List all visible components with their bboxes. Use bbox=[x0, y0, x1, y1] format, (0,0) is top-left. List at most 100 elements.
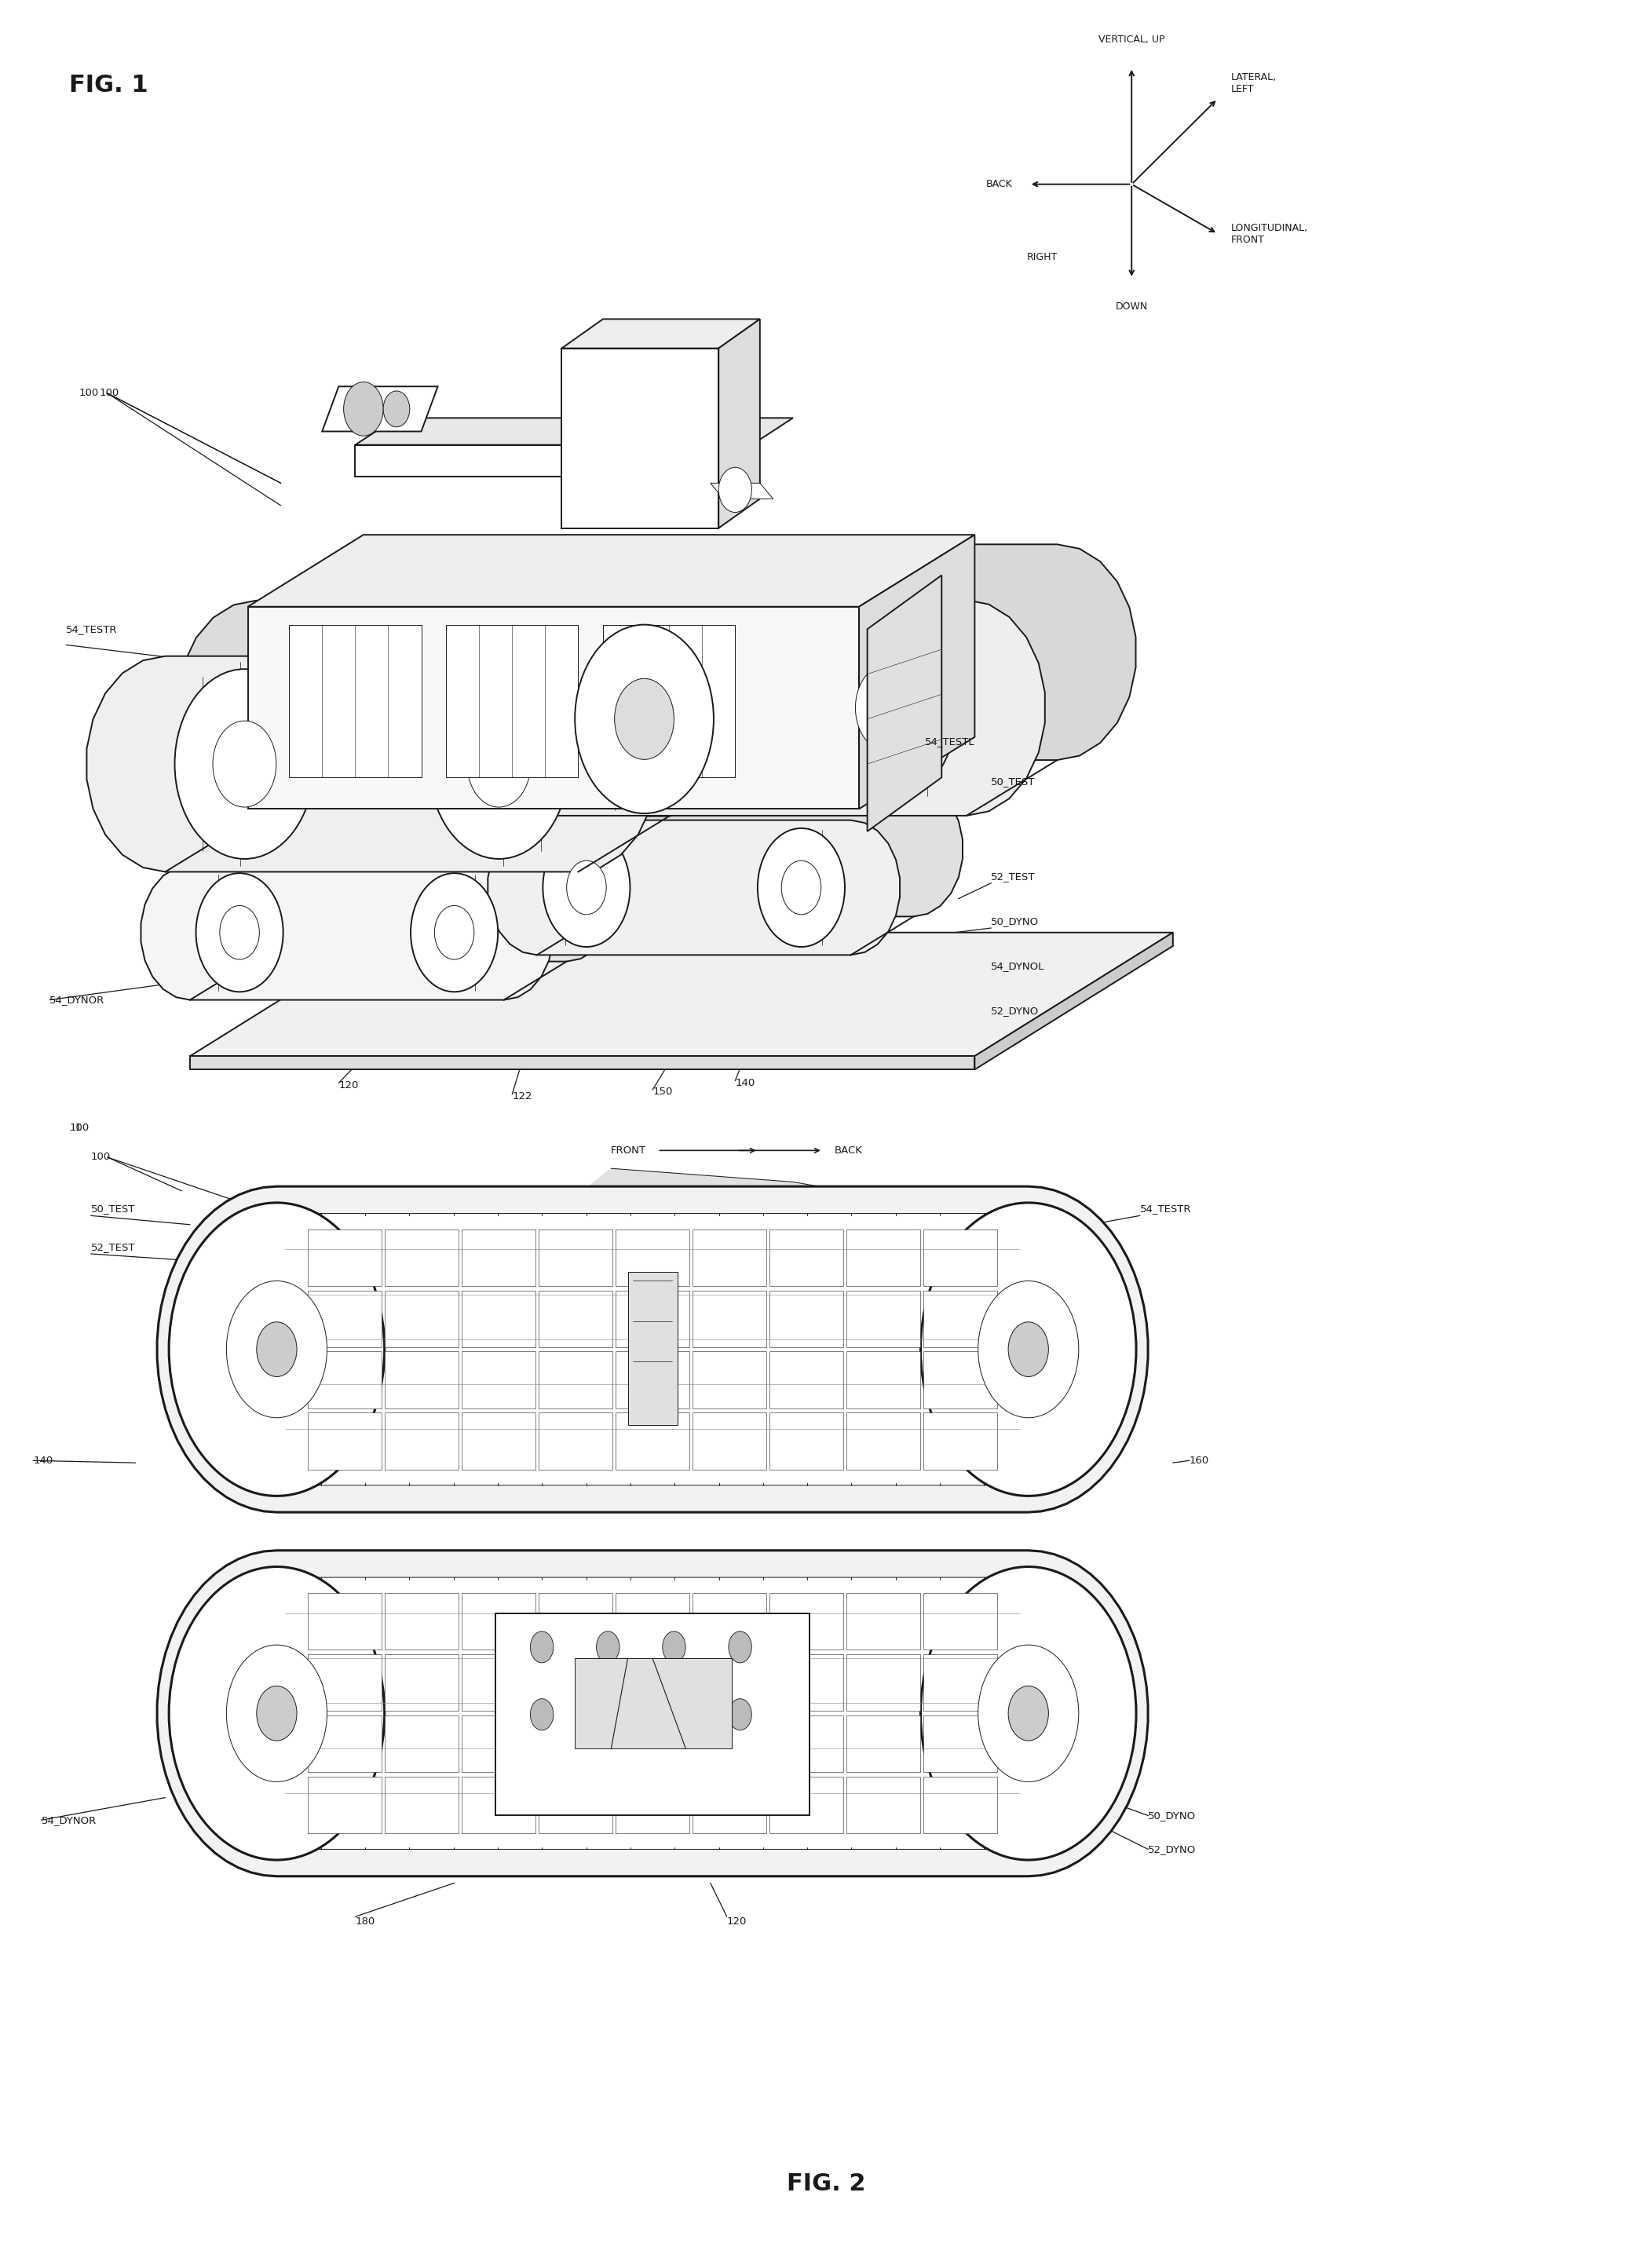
Polygon shape bbox=[355, 445, 752, 476]
Bar bbox=[770, 1654, 843, 1712]
Circle shape bbox=[719, 467, 752, 512]
Circle shape bbox=[220, 906, 259, 959]
Bar bbox=[770, 1777, 843, 1834]
Text: FIG. 2: FIG. 2 bbox=[786, 2173, 866, 2195]
Polygon shape bbox=[203, 827, 616, 962]
Text: BACK: BACK bbox=[834, 1146, 862, 1155]
Bar bbox=[385, 1413, 459, 1470]
Polygon shape bbox=[548, 544, 1137, 759]
Bar bbox=[770, 1353, 843, 1409]
Polygon shape bbox=[140, 865, 553, 1000]
Circle shape bbox=[434, 906, 474, 959]
Polygon shape bbox=[248, 535, 975, 607]
Bar bbox=[692, 1593, 767, 1649]
Polygon shape bbox=[867, 575, 942, 831]
Text: LONGITUDINAL,
FRONT: LONGITUDINAL, FRONT bbox=[1231, 222, 1308, 245]
Polygon shape bbox=[177, 1213, 1128, 1485]
Circle shape bbox=[818, 613, 957, 802]
Bar bbox=[539, 1413, 613, 1470]
Circle shape bbox=[468, 721, 530, 807]
Circle shape bbox=[1008, 1685, 1049, 1741]
Circle shape bbox=[662, 1631, 686, 1663]
Text: 160: 160 bbox=[1189, 1456, 1209, 1465]
Bar bbox=[923, 1290, 996, 1348]
Bar bbox=[539, 1290, 613, 1348]
Circle shape bbox=[585, 665, 648, 750]
Bar bbox=[385, 1353, 459, 1409]
Bar bbox=[307, 1290, 382, 1348]
Bar bbox=[616, 1353, 689, 1409]
Text: 52_DYNO: 52_DYNO bbox=[1148, 1845, 1196, 1854]
Bar bbox=[539, 1353, 613, 1409]
Circle shape bbox=[1008, 1321, 1049, 1377]
Text: 122: 122 bbox=[512, 1092, 532, 1101]
Bar bbox=[846, 1777, 920, 1834]
Text: 120: 120 bbox=[727, 1917, 747, 1926]
Bar bbox=[846, 1714, 920, 1773]
Circle shape bbox=[226, 1281, 327, 1418]
Bar bbox=[770, 1593, 843, 1649]
Bar bbox=[692, 1714, 767, 1773]
Circle shape bbox=[662, 1699, 686, 1730]
Bar bbox=[385, 1714, 459, 1773]
Bar bbox=[770, 1413, 843, 1470]
Bar bbox=[692, 1654, 767, 1712]
Circle shape bbox=[729, 1699, 752, 1730]
Bar bbox=[307, 1413, 382, 1470]
Polygon shape bbox=[859, 535, 975, 809]
Bar bbox=[616, 1777, 689, 1834]
Bar bbox=[446, 625, 578, 777]
Bar bbox=[463, 1654, 535, 1712]
Polygon shape bbox=[550, 782, 963, 917]
Circle shape bbox=[530, 1631, 553, 1663]
Text: 50_DYNO: 50_DYNO bbox=[1148, 1811, 1196, 1820]
Circle shape bbox=[544, 829, 629, 946]
Bar bbox=[616, 1714, 689, 1773]
Bar bbox=[385, 1229, 459, 1285]
Bar bbox=[616, 1229, 689, 1285]
Circle shape bbox=[781, 861, 821, 915]
Text: 52_DYNO: 52_DYNO bbox=[991, 1007, 1039, 1016]
Polygon shape bbox=[487, 820, 900, 955]
Circle shape bbox=[596, 1631, 620, 1663]
Text: 52_TEST: 52_TEST bbox=[991, 872, 1036, 881]
Bar bbox=[463, 1353, 535, 1409]
Text: 54_DYNOR: 54_DYNOR bbox=[41, 1816, 96, 1825]
Polygon shape bbox=[355, 418, 793, 445]
Circle shape bbox=[920, 1566, 1137, 1861]
Polygon shape bbox=[190, 1056, 975, 1070]
Circle shape bbox=[169, 1566, 385, 1861]
Circle shape bbox=[383, 391, 410, 427]
Circle shape bbox=[256, 1321, 297, 1377]
Circle shape bbox=[615, 679, 674, 759]
Circle shape bbox=[169, 1202, 385, 1497]
Circle shape bbox=[226, 1645, 327, 1782]
Bar bbox=[616, 1290, 689, 1348]
Bar bbox=[692, 1777, 767, 1834]
Bar bbox=[463, 1777, 535, 1834]
Bar bbox=[463, 1714, 535, 1773]
Bar bbox=[770, 1714, 843, 1773]
Circle shape bbox=[575, 625, 714, 813]
Text: 150: 150 bbox=[653, 1088, 672, 1097]
Text: VERTICAL, UP: VERTICAL, UP bbox=[1099, 34, 1165, 45]
Bar bbox=[846, 1593, 920, 1649]
Text: DOWN: DOWN bbox=[1115, 301, 1148, 312]
Circle shape bbox=[530, 1699, 553, 1730]
Bar bbox=[307, 1353, 382, 1409]
Circle shape bbox=[729, 1631, 752, 1663]
Polygon shape bbox=[719, 319, 760, 528]
Bar bbox=[496, 1613, 809, 1816]
Bar bbox=[289, 625, 421, 777]
Text: 54_TESTR: 54_TESTR bbox=[1140, 1204, 1191, 1213]
Bar bbox=[616, 1654, 689, 1712]
Bar bbox=[692, 1290, 767, 1348]
Polygon shape bbox=[157, 1550, 1148, 1876]
Circle shape bbox=[213, 721, 276, 807]
Polygon shape bbox=[620, 472, 677, 528]
Polygon shape bbox=[710, 483, 773, 499]
Text: 180: 180 bbox=[355, 1917, 375, 1926]
Bar bbox=[770, 1290, 843, 1348]
Bar bbox=[539, 1229, 613, 1285]
Text: 54_TESTR: 54_TESTR bbox=[66, 625, 117, 634]
